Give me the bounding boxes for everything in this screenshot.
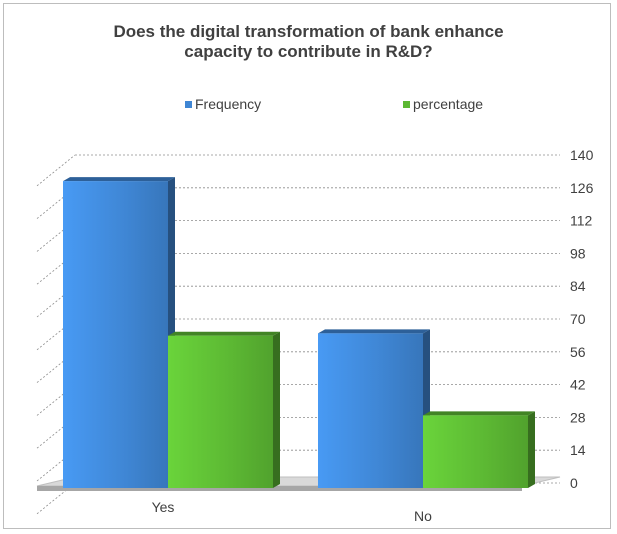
bar-percentage-yes xyxy=(168,335,273,488)
bar-percentage-yes-side xyxy=(273,331,280,488)
bar-frequency-yes xyxy=(63,181,168,489)
x-tick-label-no: No xyxy=(414,508,432,524)
bar-frequency-yes-top xyxy=(63,177,175,182)
y-tick-label-112: 112 xyxy=(570,213,593,229)
y-tick-label-98: 98 xyxy=(570,245,586,261)
y-tick-label-14: 14 xyxy=(570,442,586,458)
chart-title-line-1: Does the digital transformation of bank … xyxy=(113,22,504,41)
legend-swatch-percentage xyxy=(403,100,410,108)
y-tick-label-70: 70 xyxy=(570,311,586,327)
legend-label-frequency: Frequency xyxy=(195,96,262,112)
y-tick-label-0: 0 xyxy=(570,475,578,491)
x-tick-label-yes: Yes xyxy=(152,499,175,515)
bar-percentage-yes-top xyxy=(168,331,280,336)
y-tick-label-84: 84 xyxy=(570,278,586,294)
y-tick-label-28: 28 xyxy=(570,409,586,425)
legend-item-percentage: percentage xyxy=(403,96,483,112)
bar-percentage-no xyxy=(423,415,528,488)
bar-frequency-no xyxy=(318,333,423,488)
bar-percentage-no-side xyxy=(528,411,535,488)
legend-item-frequency: Frequency xyxy=(185,96,261,112)
y-tick-label-140: 140 xyxy=(570,147,594,163)
legend-label-percentage: percentage xyxy=(413,96,484,112)
y-tick-label-42: 42 xyxy=(570,377,586,393)
chart-title-line-2: capacity to contribute in R&D? xyxy=(184,42,433,61)
bar-frequency-no-top xyxy=(318,329,430,334)
bar-percentage-no-top xyxy=(423,411,535,416)
y-tick-label-56: 56 xyxy=(570,344,586,360)
gridline-side-140 xyxy=(36,154,76,187)
legend-swatch-frequency xyxy=(185,100,192,108)
y-tick-label-126: 126 xyxy=(570,180,594,196)
